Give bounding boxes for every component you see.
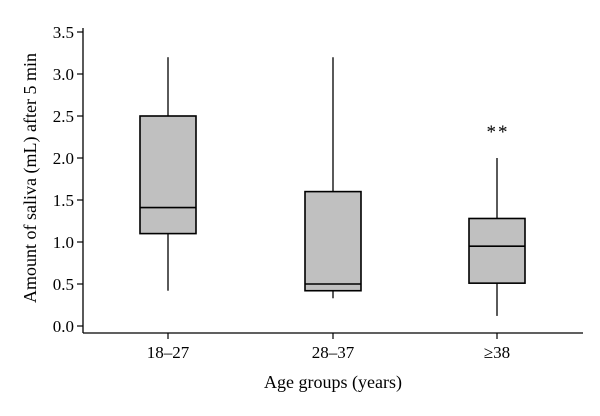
y-tick-label: 2.5 <box>53 107 74 126</box>
y-tick-label: 0.5 <box>53 275 74 294</box>
x-tick-label: 18–27 <box>147 343 190 362</box>
significance-marker: ** <box>487 122 510 143</box>
y-tick-label: 1.5 <box>53 191 74 210</box>
x-tick-label: 28–37 <box>312 343 355 362</box>
y-tick-label: 2.0 <box>53 149 74 168</box>
y-tick-label: 1.0 <box>53 233 74 252</box>
box-group <box>304 57 362 299</box>
x-ticks: 18–27 28–37 ≥38 <box>147 333 510 362</box>
box-group: ** <box>468 122 526 316</box>
x-tick-label: ≥38 <box>484 343 510 362</box>
y-tick-label: 3.0 <box>53 65 74 84</box>
y-tick-label: 0.0 <box>53 317 74 336</box>
y-tick-label: 3.5 <box>53 23 74 42</box>
box-iqr <box>139 115 197 235</box>
box-iqr <box>304 190 362 292</box>
x-axis-label: Age groups (years) <box>264 372 402 393</box>
y-axis-label: Amount of saliva (mL) after 5 min <box>20 53 41 303</box>
box-iqr <box>468 217 526 284</box>
boxes: ** <box>139 57 526 316</box>
y-ticks: 0.0 0.5 1.0 1.5 2.0 2.5 3.0 3.5 <box>53 23 83 336</box>
box-group <box>139 57 197 291</box>
